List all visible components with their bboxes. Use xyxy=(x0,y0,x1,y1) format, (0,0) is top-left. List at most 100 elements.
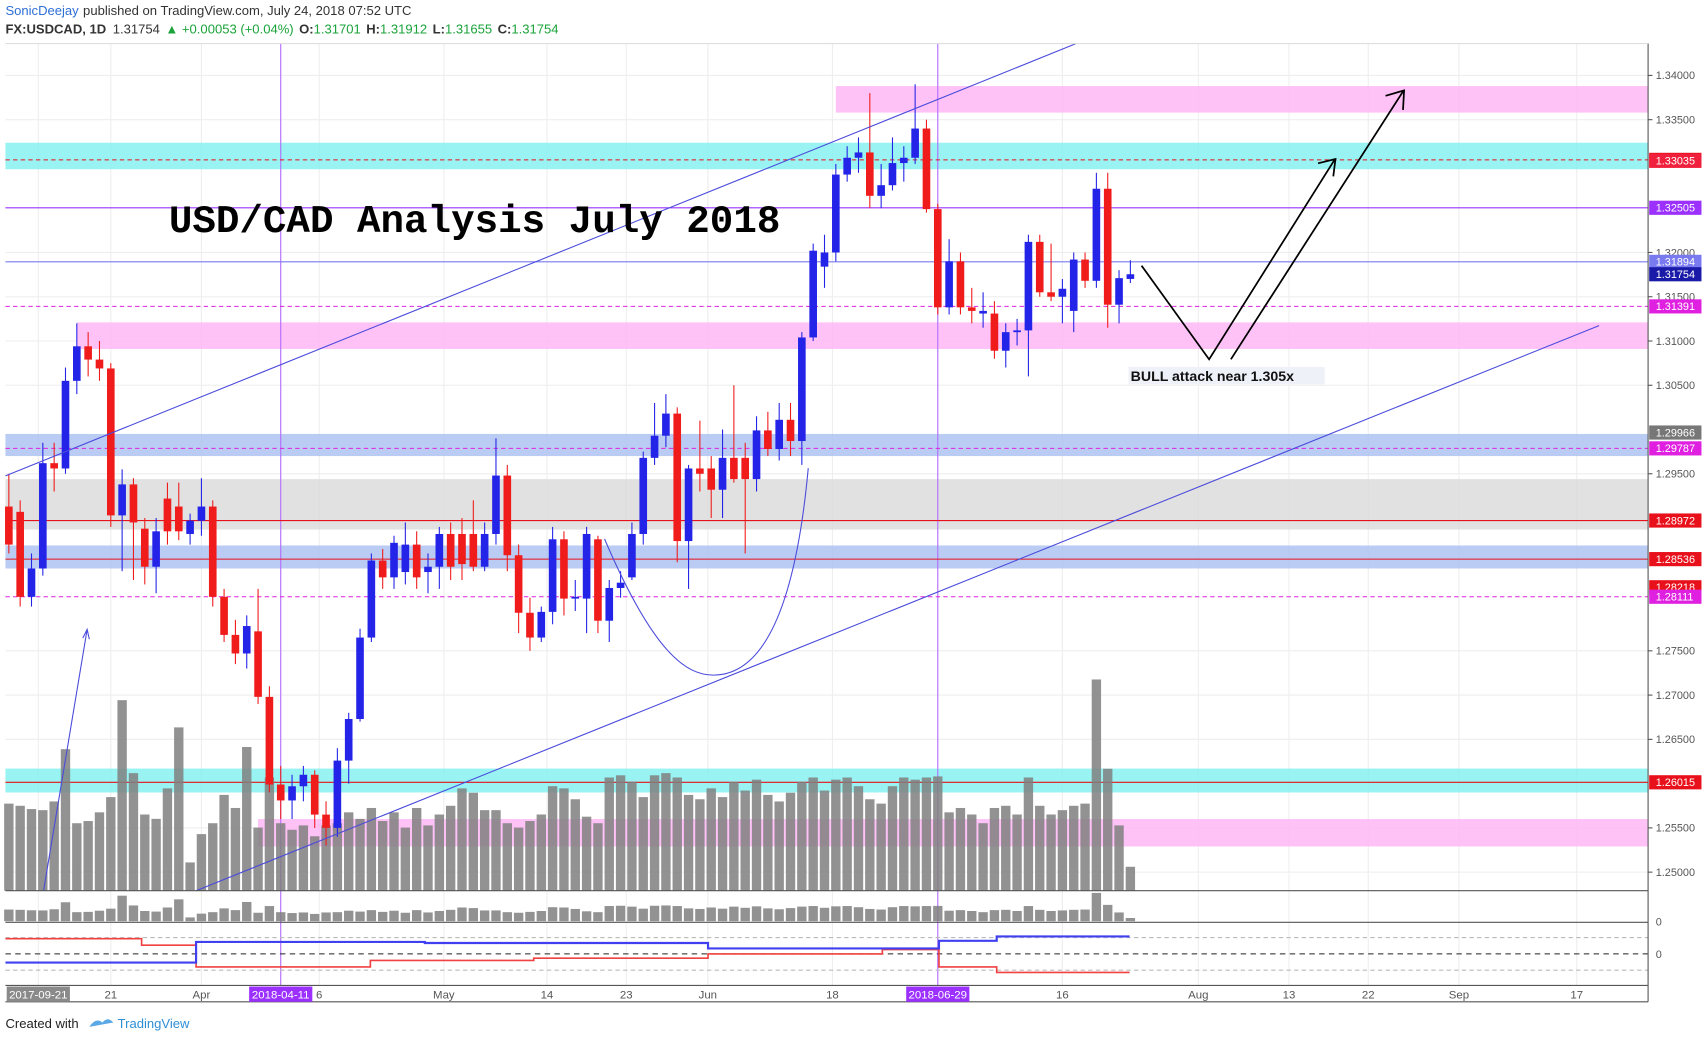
volume-bar-small xyxy=(876,909,886,922)
volume-bar-small xyxy=(253,912,263,922)
candle-body xyxy=(310,774,319,815)
volume-bar-small xyxy=(831,906,841,922)
volume-bar xyxy=(366,807,377,891)
candle-body xyxy=(628,533,636,578)
candle-body xyxy=(95,359,104,369)
candle-body xyxy=(50,463,58,469)
price: 1.31754 xyxy=(113,22,160,37)
candle-body xyxy=(1024,241,1033,331)
volume-bar-small xyxy=(502,912,512,922)
volume-bar-small xyxy=(366,910,377,922)
volume-bar xyxy=(593,823,603,891)
volume-bar-small xyxy=(174,899,184,922)
volume-bar-small xyxy=(378,911,388,922)
candle-body xyxy=(616,582,625,588)
candle-body xyxy=(1115,278,1123,305)
published: published on TradingView.com, July 24, 2… xyxy=(83,3,411,18)
price-level-box xyxy=(1649,254,1702,269)
volume-bar-small xyxy=(649,905,660,922)
oscillator: 0 xyxy=(5,921,1662,987)
y-tick-label: 1.25000 xyxy=(1656,867,1695,879)
volume-bar-small xyxy=(106,908,116,922)
candle-body xyxy=(390,542,398,578)
volume-bar-small xyxy=(468,908,479,922)
candle-body xyxy=(877,185,885,196)
volume-bar xyxy=(321,825,331,891)
candle-body xyxy=(378,560,387,578)
zone xyxy=(5,768,1649,793)
candle-body xyxy=(39,463,47,569)
x-tick-label: May xyxy=(433,990,455,1002)
candle-body xyxy=(843,157,851,175)
volume-bar xyxy=(513,827,524,891)
candle-body xyxy=(492,475,500,534)
volume-bar-small xyxy=(1103,904,1113,922)
volume-bar xyxy=(672,777,682,891)
volume-bar xyxy=(819,790,830,891)
candle-body xyxy=(922,128,931,210)
candle-body xyxy=(899,157,908,164)
y-tick-label: 1.29500 xyxy=(1656,469,1695,481)
zone xyxy=(5,142,1649,170)
x-tick-label: 6 xyxy=(316,990,322,1002)
volume-bar xyxy=(1091,679,1102,891)
price-level-label: 1.28111 xyxy=(1656,592,1694,604)
candle-body xyxy=(1103,188,1112,305)
volume-bar-small xyxy=(513,912,524,922)
volume-bar xyxy=(94,812,105,891)
candle-body xyxy=(1058,288,1067,297)
volume-bar-small xyxy=(1023,906,1034,922)
osc-line xyxy=(5,935,1130,964)
volume-bar-small xyxy=(72,912,82,922)
volume-bar xyxy=(842,777,852,891)
volume-bar xyxy=(1080,803,1090,891)
price-level-box xyxy=(1649,425,1702,440)
candle-body xyxy=(639,457,648,534)
volume-bar xyxy=(570,799,580,891)
volume-bar xyxy=(355,818,365,891)
volume-bar-small xyxy=(332,912,343,922)
volume-bar xyxy=(332,823,343,891)
price-level-label: 1.31754 xyxy=(1656,269,1695,281)
candle-layer xyxy=(5,84,1135,846)
header-line: SonicDeejay published on TradingView.com,… xyxy=(5,3,411,18)
candle-body xyxy=(27,568,36,597)
candle-body xyxy=(231,634,240,654)
price-level-box xyxy=(1649,441,1702,456)
volume-bar xyxy=(729,781,739,891)
candle-body xyxy=(662,413,670,436)
volume-bar-small xyxy=(887,907,898,922)
volume-bar-small xyxy=(1091,892,1102,922)
volume-bar-small xyxy=(1080,909,1090,922)
volume-bar-small xyxy=(185,917,195,922)
footer: Created with xyxy=(5,1016,78,1031)
candle-body xyxy=(514,555,523,613)
trend-line xyxy=(195,325,1600,892)
volume-bar-small xyxy=(457,907,467,922)
annotation-bg xyxy=(1128,366,1325,385)
candle-body xyxy=(118,484,126,516)
candle-body xyxy=(1126,274,1135,279)
volume-bar xyxy=(1046,814,1056,891)
candle-body xyxy=(333,760,342,828)
volume-bar xyxy=(785,792,796,891)
price-level-label: 1.28536 xyxy=(1656,554,1695,566)
ohlc-label: L: xyxy=(433,22,445,37)
volume-bar xyxy=(661,773,671,891)
x-tick-label: 16 xyxy=(1056,990,1069,1002)
volume-bar-small xyxy=(899,906,909,922)
volume-bar xyxy=(151,818,161,891)
volume-bar xyxy=(1103,768,1113,891)
volume-bar xyxy=(253,827,263,891)
candle-body xyxy=(820,252,829,267)
candle-body xyxy=(809,250,817,338)
candle-body xyxy=(752,430,761,480)
volume-bar xyxy=(468,792,479,891)
ohlc-label: H: xyxy=(366,22,380,37)
volume-bar-small xyxy=(1001,909,1011,922)
volume-bar xyxy=(72,823,82,891)
zone xyxy=(5,479,1649,530)
candle-body xyxy=(480,533,489,567)
volume-bar xyxy=(559,788,569,891)
volume-bar xyxy=(797,781,807,891)
